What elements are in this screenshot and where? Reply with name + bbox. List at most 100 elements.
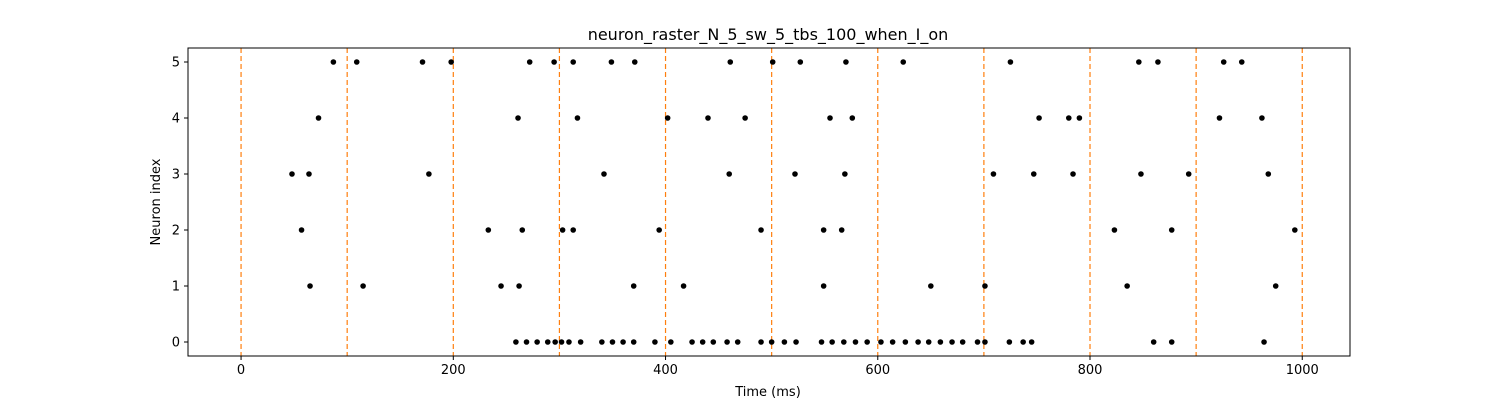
spike-point [552,339,558,345]
spike-point [902,339,909,345]
spike-point [1028,339,1035,345]
x-axis-label: Time (ms) [734,385,801,400]
spike-point [1261,339,1267,345]
spike-point [1007,59,1014,65]
spike-point [1265,171,1272,177]
spike-point [631,59,638,65]
spike-point [843,59,849,65]
spike-point [668,339,674,345]
spike-point [820,283,827,289]
x-tick-label: 600 [865,363,890,378]
spike-point [426,171,432,177]
spike-point [609,339,616,345]
spike-point [915,339,921,345]
spike-point [1168,227,1175,233]
x-tick-label: 200 [441,363,466,378]
spike-point [566,339,572,345]
x-tick-label: 400 [653,363,678,378]
spike-point [1070,171,1076,177]
spike-point [652,339,658,345]
x-tick-label: 1000 [1286,363,1319,378]
spike-point [1006,339,1013,345]
spike-point [1292,227,1298,233]
y-tick-label: 4 [172,112,180,127]
spike-point [1036,115,1042,121]
spike-point [889,339,896,345]
spike-point [577,339,584,345]
spike-point [705,115,711,121]
x-axis: 0 200 400 600 800 1000 [237,356,1319,378]
chart-title: neuron_raster_N_5_sw_5_tbs_100_when_I_on [588,25,949,45]
spike-point [849,115,856,121]
spike-point [758,339,764,345]
point-layer [289,59,1298,345]
y-tick-label: 3 [172,168,180,183]
spike-point [829,339,835,345]
spike-point [727,59,734,65]
spike-point [306,171,312,177]
y-tick-label: 5 [172,56,180,71]
spike-point [523,339,530,345]
spike-point [574,115,581,121]
spike-point [360,283,366,289]
spike-point [758,227,764,233]
x-tick-label: 0 [237,363,245,378]
spike-point [792,171,798,177]
spike-point [526,59,533,65]
spike-point [1136,59,1142,65]
spike-point [570,59,577,65]
spike-point [1150,339,1157,345]
spike-point [820,227,827,233]
spike-point [516,283,522,289]
spike-point [841,339,847,345]
spike-point [864,339,870,345]
spike-point [534,339,540,345]
spike-point [1111,227,1118,233]
vline-layer [240,48,1303,356]
y-tick-label: 0 [172,336,180,351]
spike-point [1076,115,1083,121]
spike-point [1065,115,1072,121]
plot-frame [187,47,1351,357]
spike-point [620,339,626,345]
spike-point [726,171,733,177]
spike-point [878,339,884,345]
spike-point [949,339,955,345]
spike-point [842,171,848,177]
y-axis-label: Neuron index [149,158,164,245]
spike-point [699,339,706,345]
spike-point [1138,171,1144,177]
spike-point [1155,59,1161,65]
spike-point [982,283,988,289]
spike-point [330,59,337,65]
spike-point [551,59,557,65]
spike-point [937,339,944,345]
spike-point [498,283,504,289]
spike-point [630,283,637,289]
spike-point [315,115,322,121]
spike-point [608,59,615,65]
spike-point [1185,171,1192,177]
spike-point [724,339,730,345]
spike-point [900,59,907,65]
spike-point [928,283,934,289]
spike-point [1259,115,1265,121]
spike-point [769,59,776,65]
spike-point [298,227,305,233]
spike-point [515,115,521,121]
spike-point [558,339,565,345]
spike-point [925,339,932,345]
spike-point [797,59,804,65]
y-tick-label: 2 [172,224,180,239]
spike-point [485,227,492,233]
spike-point [1216,115,1223,121]
spike-point [353,59,360,65]
spike-point [289,171,295,177]
y-tick-label: 1 [172,280,180,295]
spike-point [680,283,687,289]
y-axis: 0 1 2 3 4 5 [172,56,188,351]
spike-point [419,59,426,65]
spike-point [544,339,551,345]
